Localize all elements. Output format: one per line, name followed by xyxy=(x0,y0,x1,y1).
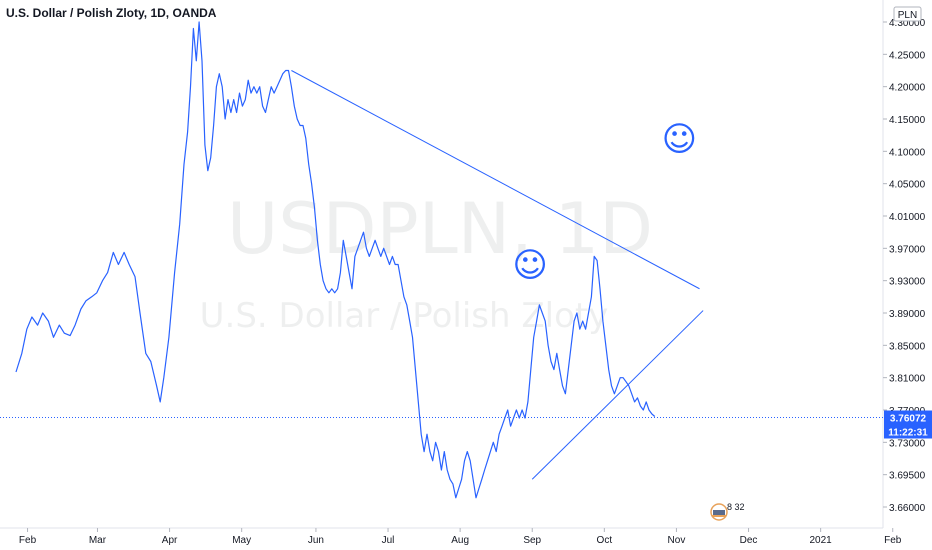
x-tick-label: Aug xyxy=(451,535,469,546)
x-tick-label: 2021 xyxy=(810,535,833,546)
y-tick-label: 4.25000 xyxy=(889,50,926,61)
y-tick-label: 3.66000 xyxy=(889,503,926,514)
smiley-annotation[interactable]: ☺ xyxy=(662,119,697,159)
smiley-annotation[interactable]: ☺ xyxy=(512,246,547,286)
watermark-symbol: USDPLN, 1D xyxy=(227,188,653,270)
y-tick-label: 3.93000 xyxy=(889,277,926,288)
event-badge[interactable]: 8 32 xyxy=(710,502,745,521)
x-tick-label: May xyxy=(232,535,251,546)
event-badge-label: 8 32 xyxy=(727,502,745,512)
x-tick-label: Apr xyxy=(162,535,178,546)
y-tick-label: 4.10000 xyxy=(889,147,926,158)
x-tick-label: Feb xyxy=(884,535,902,546)
currency-box[interactable] xyxy=(893,6,922,22)
x-tick-label: Nov xyxy=(668,535,686,546)
y-tick-label: 3.73000 xyxy=(889,438,926,449)
y-tick-label: 4.20000 xyxy=(889,83,926,94)
y-tick-label: 4.30000 xyxy=(889,18,926,29)
y-tick-label: 3.85000 xyxy=(889,341,926,352)
countdown-tag xyxy=(884,424,932,439)
y-tick-label: 3.89000 xyxy=(889,309,926,320)
y-tick-label: 4.15000 xyxy=(889,115,926,126)
last-price-value: 3.76072 xyxy=(890,414,927,425)
countdown-value: 11:22:31 xyxy=(888,428,928,439)
y-tick-label: 4.05000 xyxy=(889,180,926,191)
watermark-name: U.S. Dollar / Polish Zloty xyxy=(200,296,609,336)
x-tick-label: Feb xyxy=(19,535,37,546)
y-tick-label: 3.69500 xyxy=(889,471,926,482)
x-tick-label: Jul xyxy=(382,535,395,546)
y-tick-label: 4.01000 xyxy=(889,212,926,223)
x-tick-label: Mar xyxy=(89,535,107,546)
x-tick-label: Sep xyxy=(523,535,541,546)
x-tick-label: Dec xyxy=(740,535,758,546)
trendline[interactable] xyxy=(531,310,704,480)
y-tick-label: 3.81000 xyxy=(889,374,926,385)
price-line[interactable] xyxy=(15,21,656,499)
last-price-tag xyxy=(884,410,932,425)
trendline[interactable] xyxy=(291,70,700,290)
x-tick-label: Jun xyxy=(308,535,324,546)
chart-title: U.S. Dollar / Polish Zloty, 1D, OANDA xyxy=(6,6,217,20)
y-tick-label: 3.97000 xyxy=(889,244,926,255)
x-tick-label: Oct xyxy=(597,535,613,546)
currency-label: PLN xyxy=(898,10,917,21)
